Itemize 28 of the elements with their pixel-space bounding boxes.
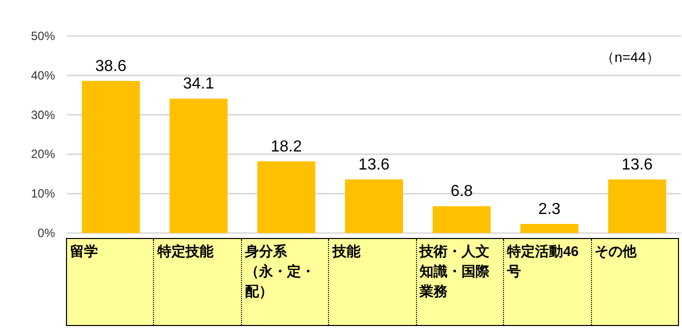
data-label: 2.3 <box>538 200 561 218</box>
data-label: 6.8 <box>450 183 473 200</box>
bar <box>345 179 403 233</box>
x-tick-label: 特定活動46号 <box>504 238 592 326</box>
y-tick-label: 30% <box>30 108 56 122</box>
data-label: 34.1 <box>183 76 214 93</box>
y-tick-label: 40% <box>30 68 56 82</box>
y-tick-label: 20% <box>30 147 56 162</box>
bar <box>170 98 228 233</box>
x-tick-label: 技術・人文知識・国際業務 <box>416 238 504 326</box>
x-tick-label: 技能 <box>328 238 416 326</box>
x-tick-label: 留学 <box>69 242 99 261</box>
x-tick-label: 身分系（永・定・配） <box>241 238 329 326</box>
y-tick-label: 10% <box>30 186 56 201</box>
annotation: （n=44） <box>600 49 660 65</box>
data-label: 13.6 <box>622 156 653 174</box>
data-label: 13.6 <box>358 156 390 174</box>
bar <box>608 179 666 233</box>
y-tick-label: 0% <box>38 226 56 240</box>
bar <box>257 161 316 233</box>
data-label: 18.2 <box>270 138 302 156</box>
y-tick-label: 50% <box>30 29 56 43</box>
x-tick-label: 特定技能 <box>154 238 242 326</box>
data-label: 38.6 <box>95 58 127 75</box>
bar <box>520 224 578 233</box>
bar <box>82 80 140 233</box>
bar <box>432 206 491 233</box>
x-tick-label: その他 <box>591 238 678 326</box>
